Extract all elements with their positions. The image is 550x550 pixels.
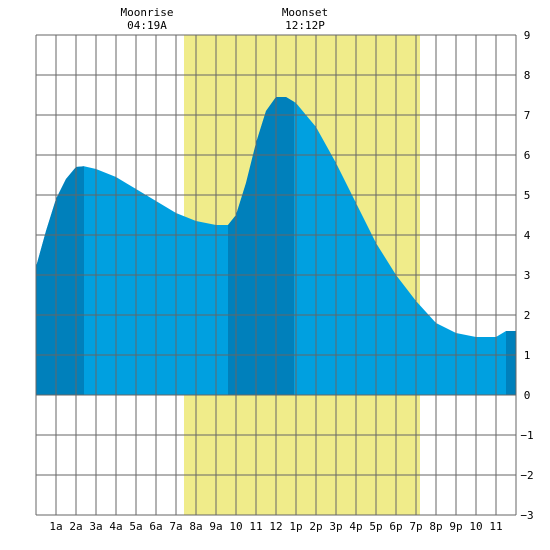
y-tick-label: 6	[524, 149, 531, 162]
x-tick-label: 6p	[389, 520, 402, 533]
y-tick-label: 0	[524, 389, 531, 402]
y-tick-label: −2	[520, 469, 533, 482]
x-tick-label: 5a	[129, 520, 142, 533]
x-tick-label: 8a	[189, 520, 202, 533]
x-tick-label: 9p	[449, 520, 462, 533]
y-tick-label: 2	[524, 309, 531, 322]
x-tick-label: 5p	[369, 520, 382, 533]
y-tick-label: 1	[524, 349, 531, 362]
y-tick-label: 9	[524, 29, 531, 42]
grid-layer	[35, 34, 517, 516]
x-tick-labels: 1a 2a 3a 4a 5a 6a 7a 8a 9a 10 11 12 1p 2p 3p 4p 5p 6p 7p 8p…	[49, 520, 502, 533]
y-tick-label: 5	[524, 189, 531, 202]
y-tick-label: 4	[524, 229, 531, 242]
x-tick-label: 9a	[209, 520, 222, 533]
x-tick-label: 2p	[309, 520, 322, 533]
x-tick-label: 4p	[349, 520, 362, 533]
x-tick-label: 3a	[89, 520, 102, 533]
y-tick-label: −1	[520, 429, 533, 442]
x-tick-label: 7a	[169, 520, 182, 533]
x-tick-label: 4a	[109, 520, 122, 533]
x-tick-label: 7p	[409, 520, 422, 533]
x-tick-label: 12	[269, 520, 282, 533]
y-tick-label: 8	[524, 69, 531, 82]
x-tick-label: 6a	[149, 520, 162, 533]
x-tick-label: 11	[489, 520, 502, 533]
x-tick-label: 8p	[429, 520, 442, 533]
y-tick-label: 3	[524, 269, 531, 282]
y-tick-labels: 9 8 7 6 5 4 3 2 1 0 −1 −2 −3	[520, 29, 533, 522]
y-tick-label: 7	[524, 109, 531, 122]
moon-event-time: 12:12P	[285, 19, 325, 32]
moon-event-time: 04:19A	[127, 19, 167, 32]
x-tick-label: 10	[229, 520, 242, 533]
moon-event-name: Moonrise	[121, 6, 174, 19]
moon-event-name: Moonset	[282, 6, 328, 19]
x-tick-label: 1a	[49, 520, 62, 533]
x-tick-label: 3p	[329, 520, 342, 533]
x-tick-label: 10	[469, 520, 482, 533]
x-tick-label: 1p	[289, 520, 302, 533]
x-tick-label: 2a	[69, 520, 82, 533]
y-tick-label: −3	[520, 509, 533, 522]
x-tick-label: 11	[249, 520, 262, 533]
